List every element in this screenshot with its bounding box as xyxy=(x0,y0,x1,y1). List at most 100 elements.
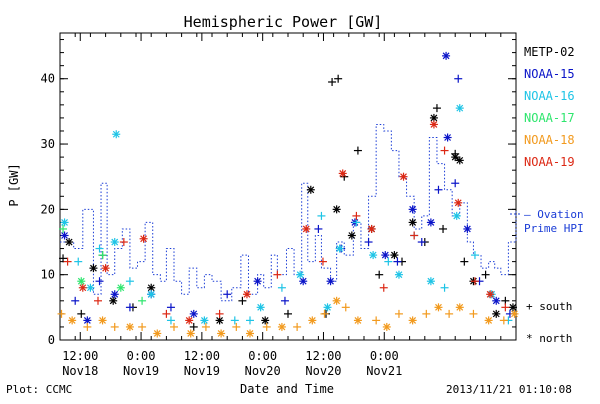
marker-stroke xyxy=(442,52,450,60)
south-point-noaa-19 xyxy=(162,309,171,318)
south-point-noaa-18 xyxy=(394,309,403,318)
marker-stroke xyxy=(381,251,389,259)
y-tick-label: 20 xyxy=(41,202,55,216)
marker-stroke xyxy=(368,225,376,233)
marker-stroke xyxy=(190,310,198,318)
x-tick-label-date: Nov20 xyxy=(305,364,341,378)
south-point-noaa-19 xyxy=(501,303,510,312)
south-point-metp-02 xyxy=(451,149,460,158)
marker-stroke xyxy=(217,330,225,337)
north-point-noaa-18 xyxy=(153,329,162,338)
south-point-noaa-18 xyxy=(232,322,241,331)
south-point-noaa-16 xyxy=(277,283,286,292)
south-point-noaa-18 xyxy=(138,322,147,331)
marker-stroke xyxy=(153,330,161,337)
marker-stroke xyxy=(308,316,316,324)
marker-stroke xyxy=(200,316,208,324)
north-point-noaa-19 xyxy=(399,172,408,181)
marker-stroke xyxy=(61,219,68,226)
south-point-metp-02 xyxy=(353,146,362,155)
south-point-metp-02 xyxy=(328,77,337,86)
x-tick-label-time: 12:00 xyxy=(62,349,98,363)
legend-entry: NOAA-17 xyxy=(524,111,575,125)
marker-stroke xyxy=(409,316,417,324)
south-point-noaa-16 xyxy=(166,316,175,325)
north-point-noaa-15 xyxy=(492,296,501,305)
north-point-metp-02 xyxy=(332,205,341,214)
marker-stroke xyxy=(486,290,494,298)
marker-stroke xyxy=(430,114,438,122)
south-point-noaa-19 xyxy=(440,146,449,155)
y-tick-label: 40 xyxy=(41,72,55,86)
marker-stroke xyxy=(185,316,193,324)
south-point-noaa-19 xyxy=(410,231,419,240)
marker-stroke xyxy=(427,219,435,226)
marker-stroke xyxy=(140,235,148,243)
north-point-noaa-16 xyxy=(110,238,119,247)
plot-credit: Plot: CCMC xyxy=(6,383,72,396)
north-point-noaa-18 xyxy=(332,296,341,305)
marker-stroke xyxy=(86,284,94,292)
marker-stroke xyxy=(390,251,398,259)
south-point-noaa-18 xyxy=(320,309,329,318)
marker-stroke xyxy=(400,173,407,181)
south-point-metp-02 xyxy=(375,270,384,279)
north-point-metp-02 xyxy=(261,316,270,325)
south-point-metp-02 xyxy=(284,309,292,318)
north-point-noaa-16 xyxy=(256,303,265,312)
south-point-noaa-15 xyxy=(454,74,463,83)
north-point-metp-02 xyxy=(65,238,74,247)
ovation-legend-line2: Prime HPI xyxy=(524,222,584,235)
south-point-noaa-17 xyxy=(138,296,147,305)
plot-timestamp: 2013/11/21 01:10:08 xyxy=(446,383,572,396)
marker-stroke xyxy=(427,277,435,285)
south-point-noaa-15 xyxy=(166,303,175,312)
south-point-noaa-15 xyxy=(223,290,232,299)
north-point-noaa-18 xyxy=(68,316,77,325)
north-point-noaa-15 xyxy=(253,277,262,286)
marker-stroke xyxy=(492,310,500,318)
north-point-metp-02 xyxy=(390,251,399,260)
marker-stroke xyxy=(307,186,315,194)
north-point-noaa-18 xyxy=(277,322,286,331)
south-point-noaa-18 xyxy=(341,303,350,312)
north-point-metp-02 xyxy=(347,231,356,240)
south-point-noaa-19 xyxy=(63,257,72,266)
marker-stroke xyxy=(435,303,442,311)
north-point-noaa-18 xyxy=(246,329,254,338)
south-point-noaa-15 xyxy=(417,238,426,247)
north-point-noaa-15 xyxy=(443,133,452,142)
marker-stroke xyxy=(109,297,117,305)
south-point-noaa-18 xyxy=(499,316,508,325)
marker-stroke xyxy=(99,316,106,324)
x-tick-label-time: 0:00 xyxy=(370,349,399,363)
north-point-noaa-15 xyxy=(326,277,335,286)
y-axis-label: P [GW] xyxy=(7,163,21,206)
north-point-metp-02 xyxy=(408,218,417,227)
north-point-noaa-19 xyxy=(78,283,87,292)
marker-stroke xyxy=(327,277,334,285)
south-point-metp-02 xyxy=(77,309,86,318)
north-point-metp-02 xyxy=(492,309,501,318)
south-point-noaa-16 xyxy=(384,257,393,266)
north-point-noaa-18 xyxy=(125,322,134,331)
south-point-noaa-18 xyxy=(372,316,381,325)
marker-stroke xyxy=(409,205,417,213)
marker-stroke xyxy=(243,290,251,298)
x-axis: 12:00Nov180:00Nov1912:00Nov190:00Nov2012… xyxy=(59,33,517,378)
north-point-noaa-16 xyxy=(335,244,344,253)
marker-stroke xyxy=(112,130,120,138)
x-tick-label-date: Nov21 xyxy=(366,364,402,378)
south-point-noaa-15 xyxy=(95,277,104,286)
x-tick-label-date: Nov20 xyxy=(245,364,281,378)
north-point-noaa-17 xyxy=(116,283,125,292)
marker-stroke xyxy=(216,316,224,324)
south-point-noaa-18 xyxy=(445,309,454,318)
marker-stroke xyxy=(102,264,110,272)
north-point-noaa-19 xyxy=(139,234,148,243)
north-point-noaa-19 xyxy=(454,198,463,207)
north-point-noaa-19 xyxy=(429,120,438,129)
south-point-noaa-19 xyxy=(273,270,282,279)
marker-stroke xyxy=(333,297,341,305)
south-point-metp-02 xyxy=(334,74,343,83)
